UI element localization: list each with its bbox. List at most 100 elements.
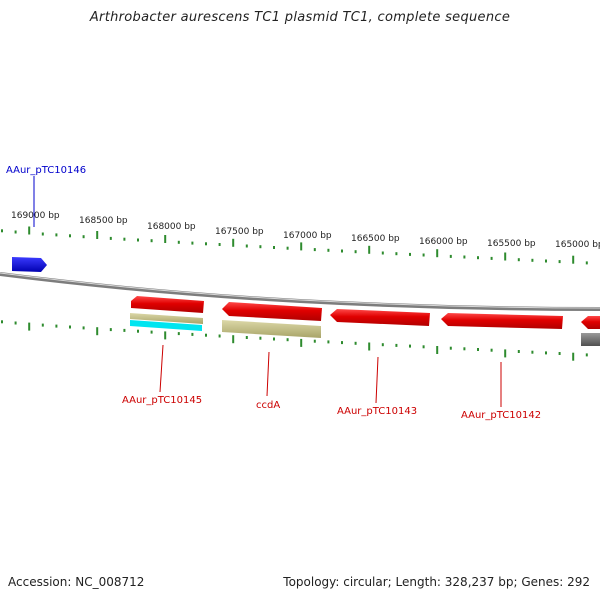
feature-box-ccda[interactable] [222,320,321,338]
major-tick [232,335,235,344]
minor-tick [313,248,316,252]
major-tick [504,349,507,358]
minor-tick [273,246,275,249]
tick-label: 167000 bp [283,231,332,241]
gene-arrow-aaur-ptc10146[interactable] [12,257,47,272]
minor-tick [395,252,398,256]
minor-tick [150,239,153,243]
minor-tick [517,350,520,353]
minor-tick [449,346,452,350]
minor-tick [545,259,547,263]
major-tick [368,342,371,351]
minor-tick [218,243,221,246]
gene-label-aaur-ptc10146[interactable]: AAur_pTC10146 [6,165,86,176]
minor-tick [1,229,3,233]
gene-label-aaur-ptc10143[interactable]: AAur_pTC10143 [337,406,417,417]
minor-tick [137,238,139,242]
minor-tick [490,256,493,260]
minor-tick [409,252,411,256]
major-tick [96,231,99,239]
minor-tick [381,343,384,347]
minor-tick [137,329,139,333]
major-tick [572,352,575,361]
gene-label-ccda[interactable]: ccdA [256,400,280,411]
minor-tick [517,258,520,262]
minor-tick [205,242,207,246]
gene-label-aaur-ptc10145[interactable]: AAur_pTC10145 [122,395,202,406]
major-tick [232,238,235,247]
leader-line [375,356,379,404]
minor-tick [531,258,534,262]
major-tick [504,252,507,261]
tick-label: 169000 bp [11,211,60,221]
minor-tick [82,326,85,330]
gene-arrow-aaur-ptc10142[interactable] [441,313,563,329]
minor-tick [14,230,17,234]
minor-tick [150,330,153,334]
major-tick [96,327,99,336]
inner-tick-marks [1,320,588,361]
gene-arrow-ccda[interactable] [222,302,322,321]
feature-box-cyan[interactable] [130,320,202,331]
minor-tick [191,332,194,336]
minor-tick [422,253,425,257]
minor-tick [273,337,275,341]
minor-tick [449,254,452,258]
minor-tick [69,325,71,329]
minor-tick [286,246,289,250]
gene-label-aaur-ptc10142[interactable]: AAur_pTC10142 [461,410,541,421]
minor-tick [395,343,398,347]
tick-label: 165500 bp [487,239,536,249]
minor-tick [205,333,207,337]
feature-box-khaki[interactable] [130,313,203,324]
minor-tick [123,237,126,241]
leader-line [159,344,164,393]
major-tick [28,322,31,331]
minor-tick [327,340,330,344]
gene-arrow-aaur-ptc10143[interactable] [330,309,430,326]
minor-tick [463,255,466,259]
major-tick [436,346,439,354]
minor-tick [41,323,44,327]
minor-tick [245,244,248,248]
minor-tick [123,328,126,332]
minor-tick [55,324,58,328]
gene-arrow-aaur-ptc10145[interactable] [131,296,204,313]
feature-box-gray[interactable] [581,333,600,346]
outer-tick-marks [1,226,588,265]
minor-tick [55,233,58,237]
minor-tick [354,250,357,254]
major-tick [28,226,31,235]
sequence-summary: Topology: circular; Length: 328,237 bp; … [283,575,590,589]
minor-tick [218,334,221,338]
minor-tick [41,232,44,236]
major-tick [300,338,303,347]
minor-tick [463,347,466,351]
minor-tick [354,341,357,345]
minor-tick [327,248,330,252]
minor-tick [409,344,411,348]
leader-line [266,351,270,397]
minor-tick [109,236,112,240]
minor-tick [82,235,85,239]
minor-tick [585,261,588,265]
sequence-backbone-highlight [0,272,600,309]
minor-tick [313,339,316,343]
minor-tick [341,341,343,345]
minor-tick [545,351,547,355]
major-tick [164,235,167,243]
minor-tick [286,338,289,342]
minor-tick [381,251,384,255]
gene-arrow-partial[interactable] [581,316,600,329]
minor-tick [490,348,493,352]
accession-text: Accession: NC_008712 [8,575,145,589]
tick-label: 167500 bp [215,227,264,237]
minor-tick [1,320,3,324]
minor-tick [422,345,425,349]
major-tick [436,249,439,258]
tick-label: 165000 bp [555,240,600,250]
minor-tick [259,245,262,249]
minor-tick [14,321,17,325]
minor-tick [558,260,561,264]
